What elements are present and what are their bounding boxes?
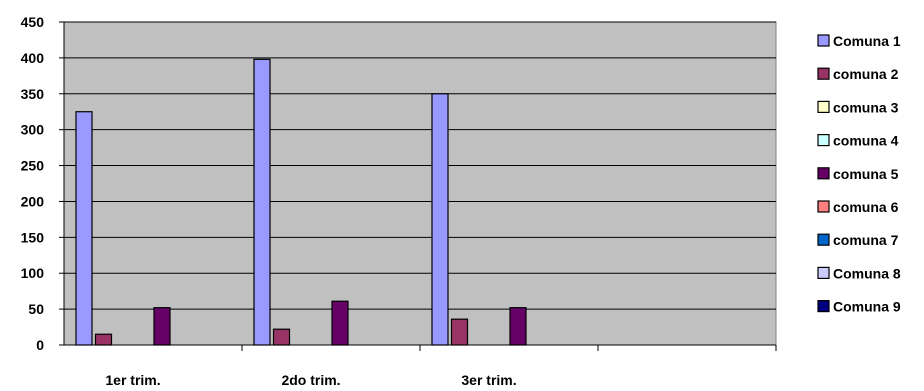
legend-label: comuna 6	[833, 199, 899, 215]
y-tick-label: 0	[36, 337, 44, 353]
bar	[75, 111, 93, 346]
legend-swatch	[817, 67, 830, 80]
legend-swatch	[817, 100, 830, 114]
bar	[509, 307, 527, 346]
x-tick-label: 1er trim.	[105, 372, 160, 388]
legend-swatch	[817, 134, 830, 147]
x-tick-label: 3er trim.	[461, 372, 516, 388]
legend-label: Comuna 1	[833, 33, 901, 49]
y-tick-label: 400	[21, 50, 45, 66]
y-tick-label: 450	[21, 14, 45, 30]
y-tick-label: 300	[21, 122, 45, 138]
legend-swatch	[817, 300, 830, 313]
bar	[153, 307, 171, 346]
y-tick-label: 200	[21, 193, 45, 209]
bar	[94, 333, 113, 346]
legend-swatch	[817, 266, 830, 279]
legend-label: comuna 5	[833, 166, 899, 182]
y-tick-label: 100	[21, 265, 45, 281]
legend-label: comuna 7	[833, 232, 899, 248]
legend-label: Comuna 9	[833, 299, 901, 315]
legend-label: comuna 4	[833, 133, 899, 149]
legend-swatch	[817, 200, 830, 213]
legend-swatch	[817, 233, 830, 246]
legend-label: comuna 3	[833, 99, 899, 115]
bar	[450, 318, 469, 346]
plot-area	[63, 21, 777, 346]
y-tick-label: 150	[21, 229, 45, 245]
bar	[431, 93, 449, 346]
legend-label: Comuna 8	[833, 265, 901, 281]
legend-swatch	[817, 167, 830, 180]
legend-swatch	[817, 34, 830, 47]
legend: Comuna 1 comuna 2 comuna 3 comuna 4 comuna 5…	[817, 33, 901, 315]
y-tick-label: 250	[21, 158, 45, 174]
bar	[331, 300, 349, 346]
axes: 0 50 100 150 200 250 300 350 400 450 1er trim. 2do …	[21, 14, 777, 388]
y-tick-label: 350	[21, 86, 45, 102]
legend-label: comuna 2	[833, 66, 899, 82]
y-tick-label: 50	[28, 301, 44, 317]
bar	[272, 328, 291, 346]
gridlines	[64, 21, 776, 310]
x-tick-label: 2do trim.	[281, 372, 340, 388]
bar	[253, 58, 271, 346]
bars	[75, 58, 527, 346]
